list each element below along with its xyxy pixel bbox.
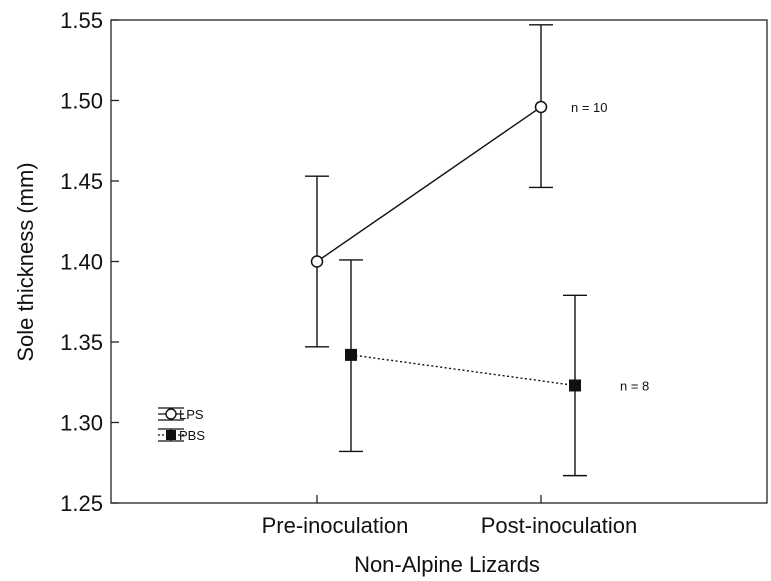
- legend-label: PBS: [179, 428, 205, 443]
- lps-point: [534, 100, 548, 114]
- y-tick-label: 1.45: [60, 169, 103, 194]
- y-tick-label: 1.40: [60, 250, 103, 275]
- plot-frame: [110, 19, 768, 504]
- y-tick-label: 1.25: [60, 491, 103, 516]
- legend-marker: [165, 408, 177, 420]
- y-axis-title: Sole thickness (mm): [13, 162, 38, 361]
- x-axis-title: Non-Alpine Lizards: [354, 552, 540, 577]
- legend-label: LPS: [179, 407, 204, 422]
- x-tick-label: Pre-inoculation: [262, 513, 409, 538]
- lps-point: [310, 255, 324, 268]
- y-tick-label: 1.35: [60, 330, 103, 355]
- x-axis: Pre-inoculation Post-inoculation: [262, 495, 638, 538]
- y-tick-label: 1.55: [60, 8, 103, 33]
- lps-n-annotation: n = 10: [571, 100, 608, 115]
- x-tick-label: Post-inoculation: [481, 513, 638, 538]
- plot-border: [110, 19, 768, 504]
- pbs-point: [569, 379, 581, 392]
- legend: LPS PBS: [158, 407, 205, 443]
- lps-line: [316, 106, 542, 263]
- y-tick-label: 1.50: [60, 89, 103, 114]
- legend-marker: [166, 430, 176, 440]
- pbs-n-annotation: n = 8: [620, 378, 649, 393]
- pbs-series: n = 8: [339, 259, 649, 477]
- legend-item-pbs: PBS: [158, 428, 205, 443]
- pbs-line: [350, 354, 576, 387]
- pbs-point: [345, 348, 357, 361]
- lps-series: n = 10: [305, 24, 608, 348]
- y-axis: 1.25 1.30 1.35 1.40 1.45 1.50 1.55: [60, 8, 119, 516]
- legend-item-lps: LPS: [158, 407, 204, 422]
- series-layer: n = 10 n = 8: [305, 24, 649, 477]
- y-tick-label: 1.30: [60, 411, 103, 436]
